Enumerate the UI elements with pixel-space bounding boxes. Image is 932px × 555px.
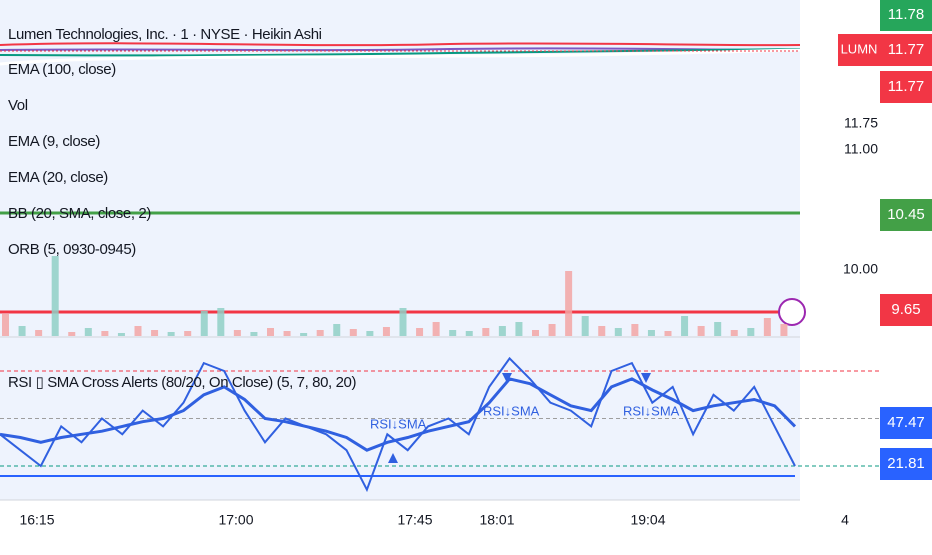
volume-bar [366, 331, 374, 336]
volume-bar [681, 316, 689, 336]
indicator-label: EMA (20, close) [8, 169, 108, 186]
price-badge-label: 47.47 [887, 414, 925, 431]
alert-icon[interactable] [778, 298, 806, 326]
price-badge [880, 0, 932, 31]
volume-bar [416, 328, 424, 336]
volume-bar [51, 256, 59, 336]
volume-bar [117, 333, 125, 336]
volume-bar [780, 324, 788, 336]
volume-bar [449, 330, 457, 336]
volume-bar [68, 332, 76, 336]
ema-line [0, 48, 801, 66]
volume-bar [349, 329, 357, 336]
volume-bar [399, 308, 407, 336]
price-badge [880, 448, 932, 480]
indicator-label: EMA (100, close) [8, 61, 116, 78]
volume-bar [84, 328, 92, 336]
price-badge [880, 407, 932, 439]
volume-bar [250, 332, 258, 336]
price-badge [880, 294, 932, 326]
price-badge-label: 10.45 [887, 206, 925, 223]
rsi-annotation: RSI↓SMA [370, 416, 427, 431]
rsi-line [0, 377, 797, 452]
volume-bar [283, 331, 291, 336]
indicator-label: BB (20, SMA, close, 2) [8, 205, 151, 222]
volume-bar [664, 331, 672, 336]
price-tick: 10.00 [843, 261, 878, 277]
volume-bar [532, 330, 539, 336]
time-label: 17:45 [397, 512, 432, 528]
volume-bar [697, 326, 705, 336]
volume-bar [2, 314, 9, 336]
rsi-annotation: RSI↓SMA [483, 403, 540, 418]
price-badge [838, 34, 880, 66]
price-badge-label: LUMN [841, 41, 878, 56]
price-badge-label: 11.77 [888, 41, 924, 58]
time-label: 17:00 [218, 512, 253, 528]
rsi-annotation: RSI↓SMA [623, 403, 680, 418]
indicator-label: EMA (9, close) [8, 133, 100, 150]
volume-bar [432, 322, 440, 336]
signal-arrow [502, 373, 512, 383]
volume-bar [714, 322, 722, 336]
volume-bar [35, 330, 43, 336]
volume-bar [382, 327, 390, 336]
volume-bar [300, 333, 308, 336]
chart-pane [0, 0, 800, 500]
volume-bar [730, 330, 738, 336]
volume-bar [101, 331, 109, 336]
volume-bar [647, 330, 655, 336]
volume-bar [763, 318, 771, 336]
price-badge-label: 11.78 [888, 6, 924, 23]
signal-arrow [388, 453, 398, 463]
price-tick: 11.00 [844, 141, 878, 157]
volume-bar [515, 322, 523, 336]
signal-arrow [641, 373, 651, 383]
time-label: 16:15 [19, 512, 54, 528]
volume-bar [548, 324, 556, 336]
volume-bar [316, 330, 324, 336]
volume-bar [581, 316, 589, 336]
indicator-label: Vol [8, 97, 28, 114]
rsi-label: RSI ▯ SMA Cross Alerts (80/20, On Close)… [8, 374, 356, 391]
price-badge-label: 21.81 [887, 455, 925, 472]
volume-bar [267, 328, 274, 336]
price-badge [880, 199, 932, 231]
time-label: 4 [841, 512, 849, 528]
volume-bar [565, 271, 573, 336]
volume-bar [465, 331, 473, 336]
time-label: 19:04 [630, 512, 665, 528]
volume-bar [482, 328, 490, 336]
price-tick: 11.75 [844, 115, 878, 131]
price-badge [880, 71, 932, 103]
price-badge-label: 9.65 [891, 301, 920, 318]
volume-bar [747, 328, 755, 336]
volume-bar [217, 308, 225, 336]
price-badge-label: 11.77 [888, 78, 924, 95]
symbol-title: Lumen Technologies, Inc. · 1 · NYSE · He… [8, 26, 322, 43]
volume-bar [614, 328, 622, 336]
volume-bar [200, 311, 208, 336]
volume-bar [598, 326, 606, 336]
ema-line [0, 48, 801, 57]
volume-bar [184, 331, 192, 336]
price-badge [880, 34, 932, 66]
volume-bar [134, 326, 142, 336]
volume-bar [151, 330, 159, 336]
volume-bar [498, 326, 506, 336]
volume-bar [18, 326, 26, 336]
volume-bar [631, 324, 639, 336]
volume-bar [333, 324, 341, 336]
ema-line [0, 42, 801, 47]
volume-bar [167, 332, 175, 336]
indicator-label: ORB (5, 0930-0945) [8, 241, 136, 258]
time-label: 18:01 [479, 512, 514, 528]
volume-bar [233, 330, 241, 336]
